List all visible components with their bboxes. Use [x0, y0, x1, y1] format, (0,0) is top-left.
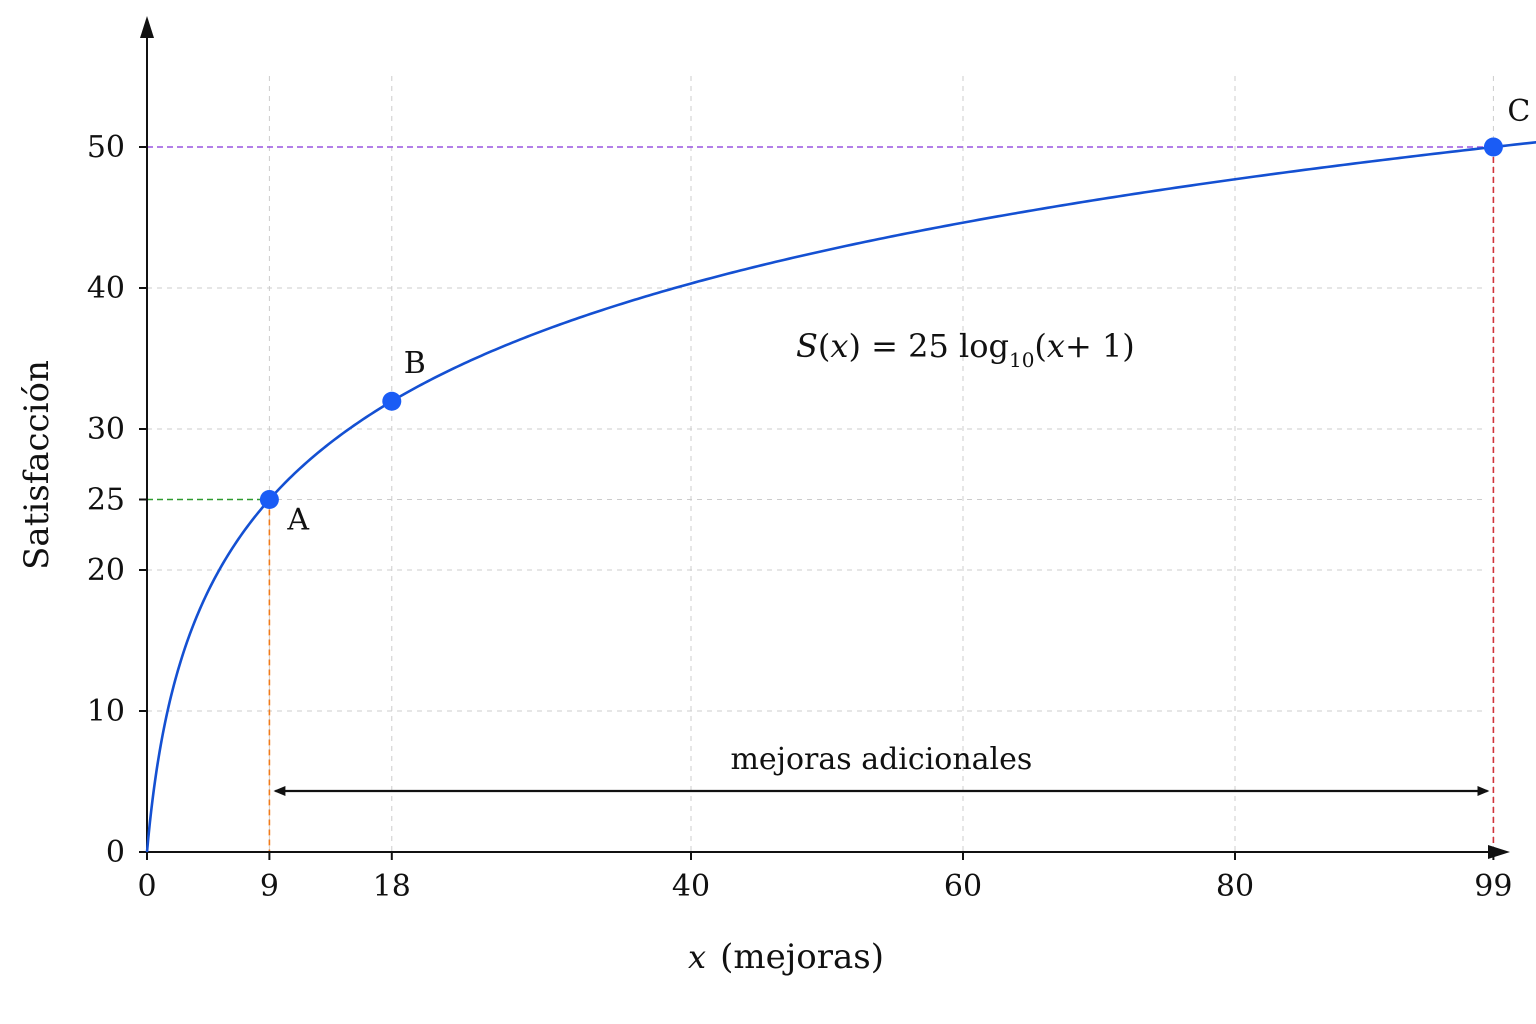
x-tick-label-60: 60	[944, 869, 982, 904]
formula-label: S(x) = 25 log10(x+ 1)	[796, 327, 1135, 372]
y-axis-arrow-icon	[140, 16, 154, 38]
point-group: A B C	[259, 94, 1530, 538]
formula-paren-open-2: (	[1034, 327, 1046, 365]
formula-x2: x	[1047, 327, 1065, 365]
y-tick-label-25: 25	[87, 483, 125, 518]
x-axis-var: x	[688, 938, 706, 976]
y-axis-title: Satisfacción	[17, 360, 57, 570]
point-b	[382, 391, 402, 411]
formula-eq: = 25 log	[871, 327, 1009, 365]
series-line	[145, 140, 1536, 853]
point-c	[1483, 137, 1503, 157]
x-tick-label-9: 9	[260, 869, 279, 904]
y-tick-label-30: 30	[87, 412, 125, 447]
x-tick-label-99: 99	[1474, 869, 1512, 904]
point-label-b: B	[404, 346, 426, 381]
x-tick-label-40: 40	[672, 869, 710, 904]
formula-x1: x	[830, 327, 848, 365]
formula-rest: + 1)	[1065, 327, 1135, 365]
grid	[147, 76, 1494, 852]
y-tick-label-20: 20	[87, 553, 125, 588]
x-axis-unit: (mejoras)	[720, 937, 884, 977]
point-a	[259, 490, 279, 509]
point-label-a: A	[286, 503, 309, 538]
formula-paren-open: (	[818, 327, 830, 365]
x-axis-title: x (mejoras)	[688, 937, 884, 977]
formula-s: S	[796, 327, 818, 365]
point-label-c: C	[1507, 94, 1530, 129]
formula-paren-close: )	[848, 327, 871, 365]
guide-lines	[147, 146, 1495, 852]
x-tick-group: 091840608099108	[137, 852, 1512, 904]
y-tick-label-0: 0	[106, 835, 125, 870]
x-tick-label-0: 0	[137, 869, 156, 904]
formula-base: 10	[1009, 348, 1034, 372]
x-axis-arrow-icon	[1488, 845, 1510, 859]
annotation-label: mejoras adicionales	[730, 742, 1032, 777]
x-tick-label-18: 18	[373, 869, 411, 904]
y-tick-label-50: 50	[87, 130, 125, 165]
x-tick-label-80: 80	[1216, 869, 1254, 904]
y-tick-label-10: 10	[87, 694, 125, 729]
y-tick-label-40: 40	[87, 271, 125, 306]
y-tick-group: 0 10 20 25 30 40 50	[87, 130, 147, 870]
